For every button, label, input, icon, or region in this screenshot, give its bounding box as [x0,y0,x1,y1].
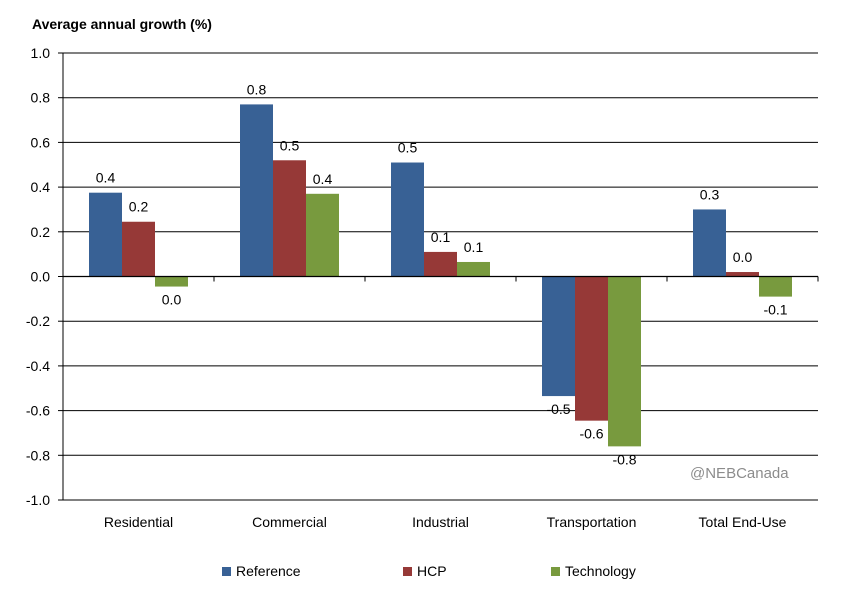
y-tick-label: 0.2 [31,224,51,240]
y-axis-title: Average annual growth (%) [32,16,212,32]
data-label: 0.0 [733,249,753,265]
legend-swatch-technology [551,566,560,576]
y-tick-label: 0.4 [31,179,51,195]
y-tick-label: 0.0 [31,269,51,285]
data-label: 0.4 [96,170,116,186]
y-tick-label: -0.2 [26,313,50,329]
x-tick-label: Residential [104,514,173,530]
data-label: 0.2 [129,199,149,215]
y-tick-label: -0.8 [26,447,50,463]
bar-reference-transportation [542,276,575,397]
y-tick-label: 0.6 [31,134,51,150]
bar-hcp-transportation [575,276,608,421]
bar-hcp-commercial [273,160,306,277]
legend-item-reference: Reference [222,563,301,579]
y-tick-label: 1.0 [31,45,51,61]
data-label: 0.3 [700,186,720,202]
bar-hcp-total-end-use [726,272,759,277]
legend-label-reference: Reference [236,563,301,579]
axes: -1.0 -0.8 -0.6 -0.4 -0.2 0.0 0.2 0.4 0.6 0.8 1.0 Re… [26,45,819,530]
data-label: 0.1 [464,239,484,255]
data-labels: 0.4 0.2 0.0 0.8 0.5 0.4 0.5 0.1 0.1 -0.5 -0.6 -0.8 0… [96,81,788,467]
data-label: -0.5 [546,401,570,417]
bars [89,104,792,447]
y-tick-label: 0.8 [31,90,51,106]
legend: Reference HCP Technology [0,563,846,583]
data-label: -0.8 [612,451,636,467]
data-label: 0.4 [313,171,333,187]
legend-label-hcp: HCP [417,563,447,579]
bar-hcp-residential [122,221,155,277]
data-label: 0.1 [431,229,451,245]
bar-reference-residential [89,192,122,277]
bar-technology-industrial [457,261,490,277]
x-tick-label: Transportation [547,514,637,530]
legend-swatch-reference [222,566,231,576]
y-tick-label: -1.0 [26,492,50,508]
data-label: 0.0 [162,292,182,308]
legend-item-hcp: HCP [403,563,447,579]
x-tick-label: Industrial [412,514,469,530]
bar-reference-commercial [240,104,273,277]
bar-reference-total-end-use [693,209,726,277]
bar-hcp-industrial [424,251,457,277]
data-label: -0.6 [579,426,603,442]
data-label: 0.5 [280,137,300,153]
y-tick-label: -0.6 [26,403,50,419]
bar-technology-total-end-use [759,276,792,297]
data-label: -0.1 [763,302,787,318]
bar-technology-transportation [608,276,641,447]
data-label: 0.8 [247,81,267,97]
bar-reference-industrial [391,162,424,277]
x-tick-label: Total End-Use [699,514,787,530]
gridlines [63,52,818,501]
watermark-text: @NEBCanada [690,465,789,482]
legend-item-technology: Technology [551,563,636,579]
bar-technology-residential [155,276,188,287]
legend-swatch-hcp [403,566,412,576]
data-label: 0.5 [398,140,418,156]
legend-label-technology: Technology [565,563,636,579]
x-tick-label: Commercial [252,514,327,530]
y-tick-label: -0.4 [26,358,50,374]
bar-technology-commercial [306,193,339,277]
